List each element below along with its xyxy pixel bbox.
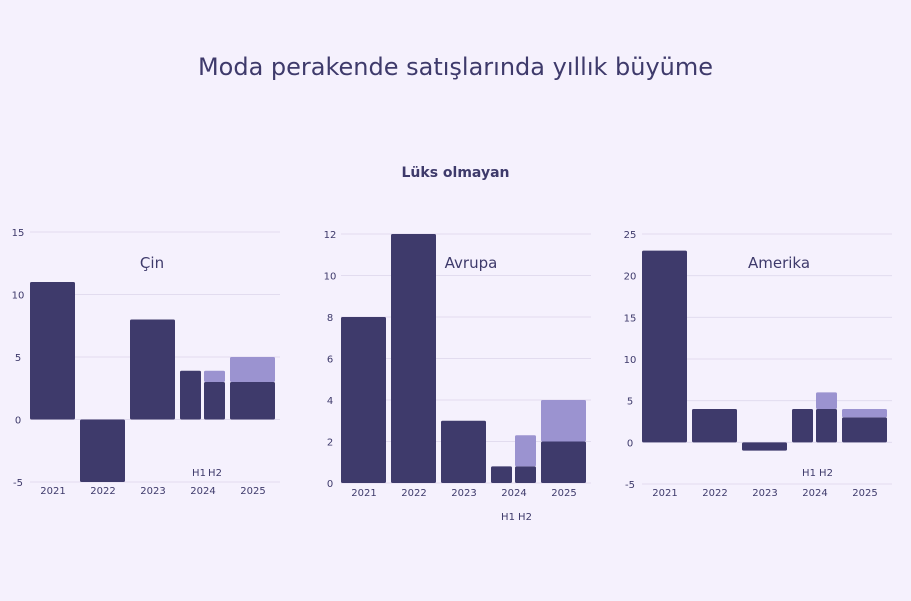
y-tick-label: 15: [624, 313, 637, 324]
bar: [642, 250, 687, 443]
y-tick-label: 20: [624, 272, 637, 283]
x-tick-label: 2025: [551, 488, 576, 499]
y-tick-label: 25: [624, 230, 637, 241]
y-tick-label: 10: [12, 291, 25, 302]
bar-extra: [230, 357, 275, 382]
x-tick-label: 2025: [240, 486, 265, 497]
x-tick-label: 2023: [140, 486, 165, 497]
half-year-label: H1: [501, 512, 515, 523]
y-tick-label: 5: [15, 353, 21, 364]
y-tick-label: -5: [13, 478, 23, 489]
half-year-label: H2: [518, 512, 532, 523]
bar: [742, 442, 787, 451]
y-tick-label: 15: [12, 228, 25, 239]
bar-extra: [541, 400, 586, 442]
y-tick-label: 5: [627, 397, 633, 408]
bar: [230, 382, 275, 420]
chart-subtitle: Lüks olmayan: [401, 165, 510, 181]
x-tick-label: 2024: [501, 488, 526, 499]
y-tick-label: 0: [327, 479, 333, 490]
bar: [441, 420, 486, 483]
y-tick-label: 12: [324, 230, 337, 241]
bar-h1: [180, 370, 201, 420]
chart-title: Moda perakende satışlarında yıllık büyüm…: [197, 53, 714, 81]
x-tick-label: 2021: [351, 488, 376, 499]
bar: [341, 317, 386, 483]
y-tick-label: 6: [327, 355, 333, 366]
panel-title: Avrupa: [445, 254, 498, 272]
y-tick-label: 0: [15, 416, 21, 427]
x-tick-label: 2023: [451, 488, 476, 499]
y-tick-label: 4: [327, 396, 333, 407]
y-tick-label: 10: [624, 355, 637, 366]
bar-h2-extra: [816, 392, 837, 409]
bar-h2: [204, 382, 225, 420]
x-tick-label: 2023: [752, 488, 777, 499]
bar-h2-extra: [515, 435, 536, 467]
x-tick-label: 2022: [401, 488, 426, 499]
half-year-label: H2: [819, 468, 833, 479]
bar: [692, 409, 737, 443]
x-tick-label: 2021: [652, 488, 677, 499]
bar-extra: [842, 409, 887, 418]
y-tick-label: -5: [625, 480, 635, 491]
half-year-label: H1: [192, 468, 206, 479]
y-tick-label: 2: [327, 438, 333, 449]
half-year-label: H1: [802, 468, 816, 479]
y-tick-label: 10: [324, 272, 337, 283]
x-tick-label: 2024: [802, 488, 827, 499]
y-tick-label: 0: [627, 438, 633, 449]
half-year-label: H2: [208, 468, 222, 479]
x-tick-label: 2022: [702, 488, 727, 499]
bar: [391, 234, 436, 483]
panel-title: Amerika: [748, 254, 810, 272]
bar: [541, 441, 586, 483]
bar-h2-extra: [204, 370, 225, 382]
bar: [30, 282, 75, 420]
x-tick-label: 2025: [852, 488, 877, 499]
bar: [130, 319, 175, 420]
bar: [80, 419, 125, 482]
bar: [842, 417, 887, 443]
bar-h1: [491, 466, 512, 483]
x-tick-label: 2024: [190, 486, 215, 497]
bar-h2: [816, 409, 837, 443]
panel-title: Çin: [140, 254, 164, 272]
y-tick-label: 8: [327, 313, 333, 324]
x-tick-label: 2022: [90, 486, 115, 497]
bar-h2: [515, 466, 536, 483]
bar-h1: [792, 409, 813, 443]
x-tick-label: 2021: [40, 486, 65, 497]
